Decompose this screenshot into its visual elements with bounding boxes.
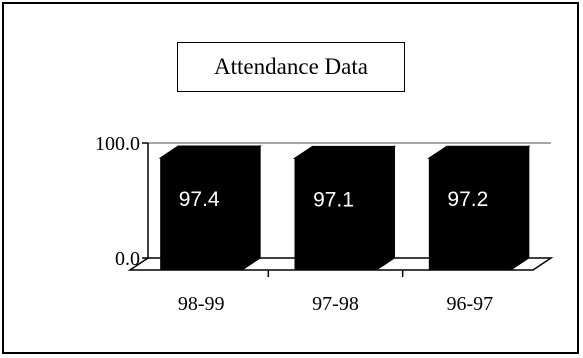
x-tick-label: 96-97 [446,293,493,315]
bar-top [427,145,531,159]
bar [428,158,511,270]
bar-side [376,145,395,271]
chart-title: Attendance Data [177,42,405,92]
bar [160,157,243,270]
bar-value-label: 97.2 [447,188,488,211]
x-tick-label: 97-98 [312,293,359,315]
bar-value-label: 97.4 [179,188,220,211]
bar [294,158,377,270]
bar-top [292,145,397,159]
bar-value-label: 97.1 [313,188,354,211]
y-tick-label: 100.0 [95,133,140,155]
bar-top [158,145,262,159]
bar-side [241,145,261,271]
chart-floor [127,257,554,271]
x-tick-label: 98-99 [178,293,225,315]
bar-side [510,145,530,271]
y-tick-label: 0.0 [115,248,140,270]
